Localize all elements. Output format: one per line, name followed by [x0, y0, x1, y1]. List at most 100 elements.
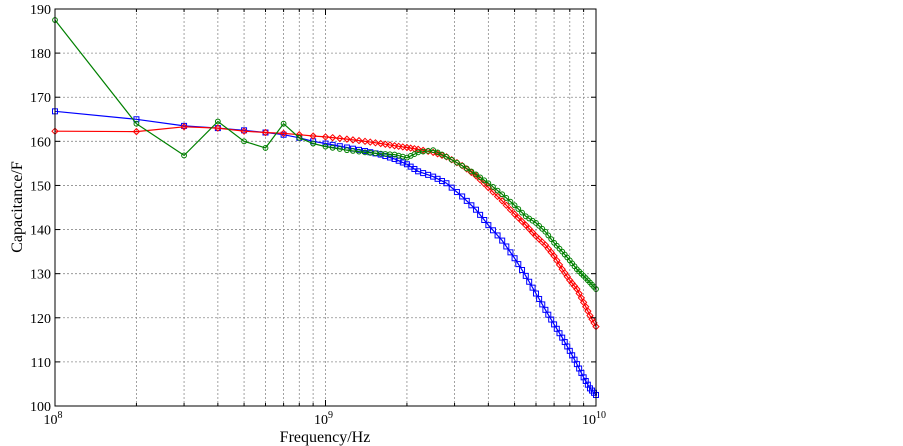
data-point — [499, 191, 506, 198]
data-point — [377, 139, 385, 148]
y-tick-label: 190 — [30, 3, 51, 18]
data-point — [240, 127, 248, 135]
x-tick-base: 10 — [582, 413, 596, 428]
data-point — [514, 214, 523, 222]
data-point — [489, 227, 496, 234]
data-point — [485, 222, 492, 229]
data-point — [528, 228, 537, 237]
data-point — [532, 290, 539, 297]
y-tick-label: 170 — [30, 91, 51, 106]
data-point — [133, 120, 140, 127]
data-point — [526, 278, 533, 285]
data-point — [503, 195, 510, 201]
data-point — [279, 129, 288, 138]
x-tick-label: 108 — [44, 410, 63, 428]
data-point — [539, 301, 546, 308]
data-point — [481, 177, 488, 184]
data-point — [310, 140, 317, 147]
data-point — [499, 237, 506, 244]
data-point — [494, 187, 501, 194]
data-point — [280, 131, 287, 138]
data-point — [522, 272, 529, 279]
data-point — [344, 147, 350, 154]
y-tick-label: 160 — [30, 135, 51, 150]
data-point — [463, 197, 470, 204]
data-point — [322, 143, 329, 150]
data-point — [329, 144, 336, 151]
data-point — [309, 132, 317, 140]
x-tick-exponent: 9 — [328, 410, 333, 421]
data-point — [321, 133, 330, 141]
data-point — [390, 142, 399, 150]
data-point — [522, 221, 530, 229]
x-axis-label: Frequency/Hz — [280, 429, 371, 446]
data-point — [511, 255, 518, 262]
y-tick-label: 110 — [31, 356, 51, 371]
data-point — [280, 120, 287, 127]
x-tick-exponent: 8 — [58, 410, 63, 421]
data-point — [548, 236, 555, 243]
data-point — [262, 145, 269, 151]
data-point — [453, 189, 460, 196]
x-tick-base: 10 — [314, 413, 328, 428]
data-point — [366, 138, 374, 146]
data-point — [349, 136, 357, 144]
y-tick-label: 150 — [30, 179, 51, 194]
data-point — [463, 165, 470, 172]
x-tick-label: 1010 — [582, 410, 606, 428]
data-point — [399, 143, 407, 151]
data-point — [533, 220, 539, 226]
data-point — [459, 193, 466, 200]
data-point — [336, 146, 343, 152]
data-point — [214, 118, 221, 125]
data-point — [507, 249, 514, 256]
data-point — [485, 180, 492, 187]
data-point — [434, 149, 441, 156]
data-point — [529, 284, 536, 291]
data-point — [459, 162, 466, 169]
data-point — [180, 123, 188, 131]
data-point — [506, 205, 515, 214]
y-tick-label: 100 — [30, 400, 51, 415]
data-point — [473, 171, 479, 178]
data-point — [519, 266, 526, 273]
data-point — [443, 153, 450, 160]
data-point — [468, 202, 475, 209]
data-point — [511, 202, 518, 209]
data-point — [430, 147, 437, 154]
data-point — [477, 211, 484, 218]
data-point — [503, 243, 510, 250]
data-point — [502, 201, 511, 210]
data-point — [494, 232, 501, 239]
data-point — [507, 198, 514, 205]
y-tick-label: 180 — [30, 47, 51, 62]
y-tick-label: 140 — [30, 224, 51, 239]
data-point — [386, 141, 394, 149]
data-point — [443, 180, 450, 187]
data-point — [328, 133, 337, 142]
y-axis-label: Capacitance/F — [9, 161, 26, 253]
data-point — [439, 151, 445, 158]
data-point — [336, 134, 344, 143]
data-point — [181, 152, 187, 159]
data-point — [536, 222, 543, 229]
x-tick-label: 109 — [314, 410, 333, 428]
data-point — [515, 206, 522, 212]
data-point — [525, 225, 533, 233]
data-point — [472, 206, 479, 213]
data-point — [510, 210, 519, 218]
data-point — [132, 127, 141, 136]
data-point — [454, 159, 460, 166]
data-point — [555, 261, 564, 269]
data-point — [542, 228, 549, 235]
x-tick-exponent: 10 — [596, 410, 606, 421]
data-point — [355, 136, 363, 145]
data-point — [448, 156, 455, 163]
data-point — [361, 137, 369, 146]
data-point — [356, 148, 362, 155]
data-point — [518, 217, 526, 226]
data-point — [539, 225, 546, 232]
